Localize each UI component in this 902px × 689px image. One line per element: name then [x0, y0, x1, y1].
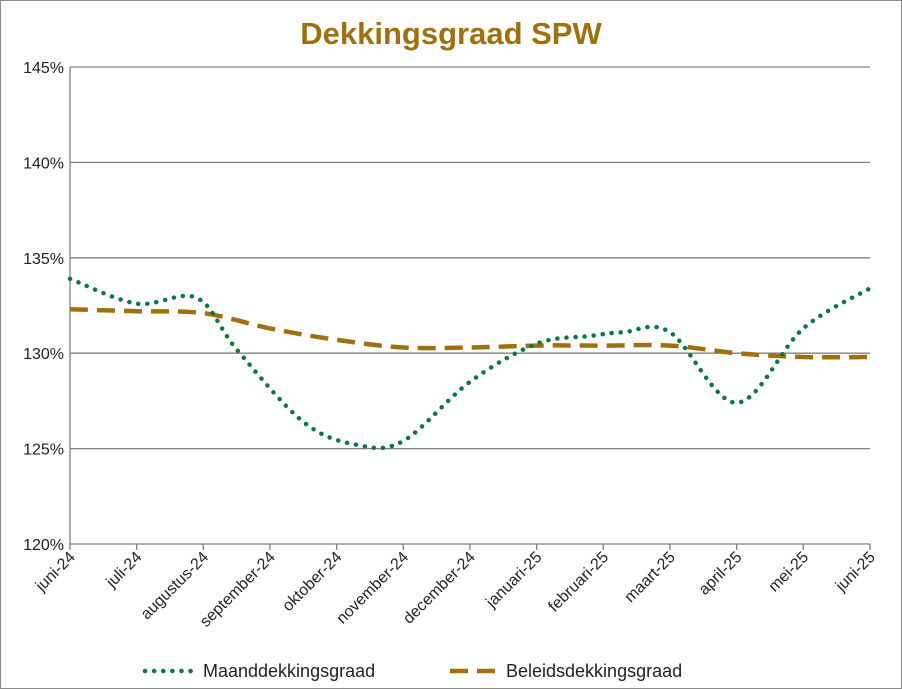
series-group	[67, 276, 873, 451]
y-axis: 120% 125% 130% 135% 140% 145%	[23, 60, 64, 554]
y-tick-label: 135%	[23, 251, 64, 268]
grid-lines	[69, 66, 870, 545]
x-tick-label: december-24	[400, 549, 479, 628]
series-line-maanddekkingsgraad	[67, 276, 873, 451]
y-tick-label: 140%	[23, 155, 64, 172]
x-tick-label: april-25	[696, 549, 746, 599]
x-tick-label: oktober-24	[279, 549, 345, 615]
x-tick-label: juni-24	[32, 549, 79, 596]
x-tick-label: mei-25	[766, 549, 813, 596]
legend-label: Beleidsdekkingsgraad	[506, 661, 682, 681]
y-tick-label: 125%	[23, 442, 64, 459]
y-tick-label: 145%	[23, 60, 64, 77]
x-tick-label: februari-25	[545, 549, 612, 616]
y-tick-label: 130%	[23, 346, 64, 363]
x-tick-label: juni-25	[832, 549, 879, 596]
legend-label: Maanddekkingsgraad	[203, 661, 375, 681]
x-tick-label: januari-25	[482, 549, 545, 612]
series-line-beleidsdekkingsgraad	[69, 307, 871, 360]
x-tick-label: augustus-24	[138, 549, 212, 623]
legend: Maanddekkingsgraad Beleidsdekkingsgraad	[142, 661, 682, 681]
x-tick-label: juli-24	[103, 549, 146, 592]
chart-title: Dekkingsgraad SPW	[300, 16, 602, 51]
x-tick-label: maart-25	[622, 549, 679, 606]
y-tick-label: 120%	[23, 537, 64, 554]
